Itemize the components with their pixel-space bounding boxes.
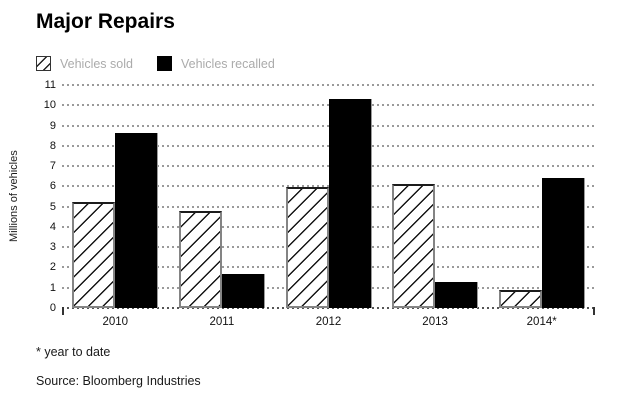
bar-sold-2012 [285, 187, 329, 308]
bar-recalled-2014* [541, 178, 585, 308]
legend-label-vehicles-recalled: Vehicles recalled [180, 56, 275, 71]
y-tick-label-2: 2 [49, 261, 56, 274]
bar-sold-2013 [392, 184, 436, 308]
bar-sold-2014* [498, 289, 542, 308]
legend: Vehicles sold Vehicles recalled [36, 56, 275, 71]
bar-recalled-2010 [115, 132, 159, 308]
x-tick-label-2010: 2010 [102, 316, 129, 328]
y-tick-label-8: 8 [49, 139, 56, 152]
axis-left-end-tick [62, 307, 64, 315]
bar-sold-2011 [178, 210, 222, 308]
hatched-swatch-icon [36, 56, 51, 71]
y-tick-label-5: 5 [49, 200, 56, 213]
chart-title: Major Repairs [36, 10, 175, 33]
y-tick-label-9: 9 [49, 119, 56, 132]
legend-item-vehicles-sold: Vehicles sold [36, 56, 133, 71]
y-tick-label-11: 11 [44, 79, 56, 91]
y-tick-label-1: 1 [49, 281, 56, 294]
bar-recalled-2013 [435, 281, 479, 308]
bar-recalled-2011 [221, 273, 265, 308]
legend-item-vehicles-recalled: Vehicles recalled [156, 56, 275, 71]
y-tick-label-7: 7 [49, 160, 56, 173]
bar-sold-2010 [72, 201, 116, 308]
solid-swatch-icon [156, 56, 172, 71]
y-tick-label-0: 0 [49, 302, 56, 314]
y-tick-label-3: 3 [49, 241, 56, 254]
x-axis-baseline [62, 307, 595, 309]
footnote: * year to date [36, 345, 111, 359]
x-tick-label-2013: 2013 [422, 316, 448, 328]
axis-right-end-tick [593, 307, 595, 315]
y-tick-label-4: 4 [49, 220, 56, 233]
y-tick-label-10: 10 [43, 99, 56, 112]
bar-recalled-2012 [328, 99, 372, 308]
gridline-11 [62, 84, 595, 86]
x-tick-label-2011: 2011 [209, 316, 235, 328]
y-tick-label-6: 6 [49, 180, 56, 193]
x-tick-label-2012: 2012 [315, 316, 342, 328]
plot-area [62, 84, 595, 315]
source-credit: Source: Bloomberg Industries [36, 374, 201, 388]
legend-label-vehicles-sold: Vehicles sold [60, 56, 133, 71]
x-tick-label-2014*: 2014* [526, 316, 557, 328]
